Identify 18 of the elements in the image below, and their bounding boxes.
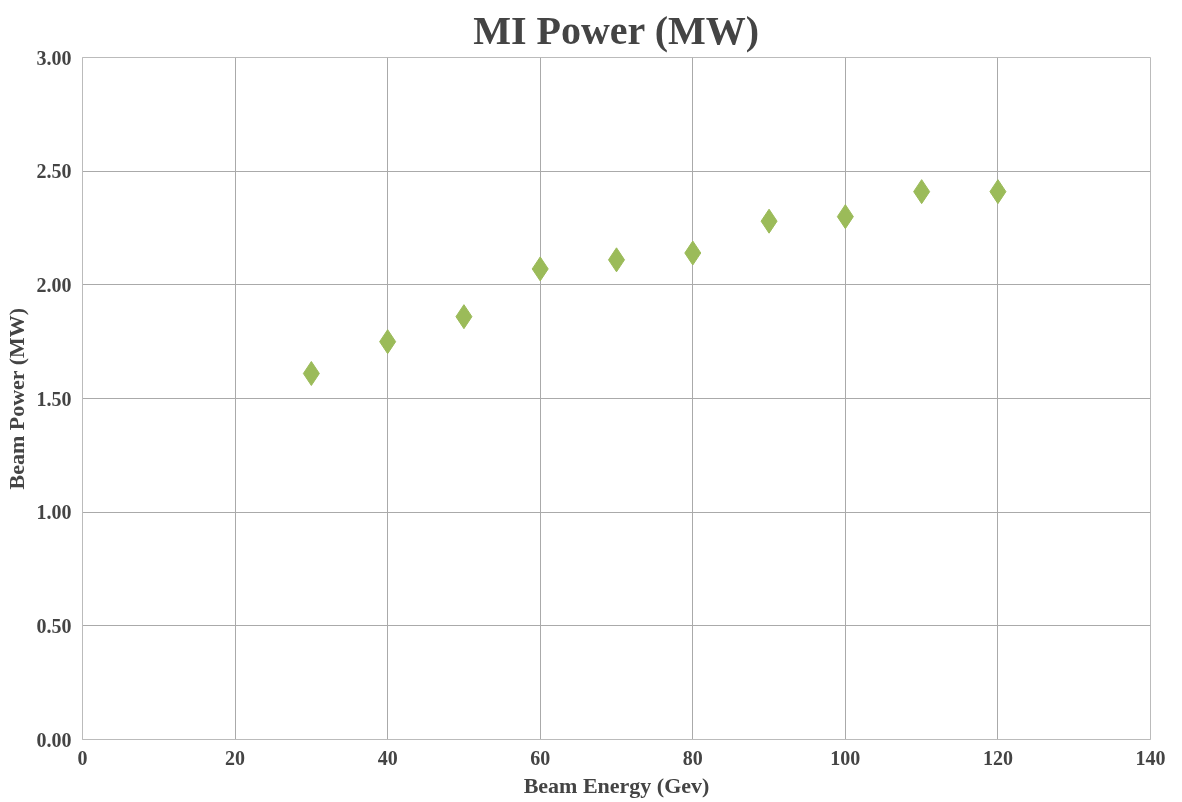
- x-tick-label: 40: [377, 746, 398, 769]
- x-tick-label: 20: [225, 746, 246, 769]
- x-axis-title: Beam Energy (Gev): [523, 772, 710, 798]
- chart-title: MI Power (MW): [473, 7, 760, 53]
- x-tick-label: 80: [682, 746, 703, 769]
- y-tick-label: 1.50: [36, 387, 72, 410]
- y-axis-title: Beam Power (MW): [3, 307, 29, 490]
- y-tick-label: 0.50: [36, 614, 72, 637]
- x-tick-label: 100: [830, 746, 861, 769]
- x-tick-label: 60: [530, 746, 551, 769]
- x-tick-label: 120: [982, 746, 1013, 769]
- x-tick-label: 0: [77, 746, 88, 769]
- y-tick-label: 1.00: [36, 501, 72, 524]
- y-tick-label: 2.00: [36, 273, 72, 296]
- y-tick-label: 2.50: [36, 160, 72, 183]
- y-tick-label: 0.00: [36, 728, 72, 751]
- x-tick-label: 140: [1135, 746, 1166, 769]
- y-tick-label: 3.00: [36, 46, 72, 69]
